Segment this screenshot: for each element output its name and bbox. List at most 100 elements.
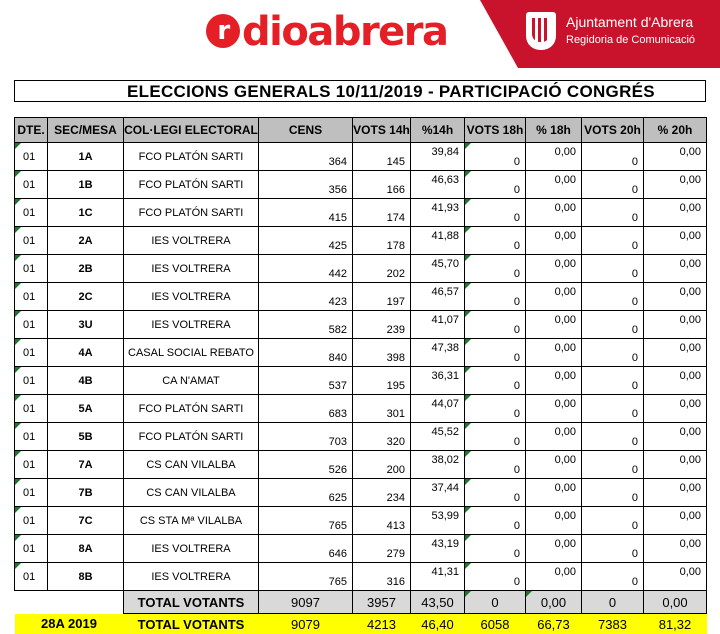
- cell-cens: 526: [259, 451, 353, 479]
- cell-cens: 364: [259, 143, 353, 171]
- cell-pct-20h: 0,00: [644, 367, 707, 395]
- cell-col-legi: FCO PLATÓN SARTI: [124, 199, 259, 227]
- total-row: TOTAL VOTANTS 9097 3957 43,50 0 0,00 0 0…: [15, 591, 707, 614]
- cell-vots-20h: 0: [582, 283, 644, 311]
- cell-dte: 01: [15, 367, 48, 395]
- cell-cens: 582: [259, 311, 353, 339]
- cell-vots-14h: 234: [353, 479, 411, 507]
- cell-vots-18h: 0: [465, 535, 526, 563]
- cell-pct-14h: 41,31: [411, 563, 465, 591]
- cell-vots-14h: 200: [353, 451, 411, 479]
- cell-sec-mesa: 2B: [48, 255, 124, 283]
- cell-vots-20h: 0: [582, 395, 644, 423]
- cell-pct-20h: 0,00: [644, 227, 707, 255]
- cell-cens: 765: [259, 563, 353, 591]
- cell-vots-18h: 0: [465, 227, 526, 255]
- total-vots-18h: 0: [465, 591, 526, 614]
- cell-sec-mesa: 1B: [48, 171, 124, 199]
- participation-table: DTE. SEC/MESA COL·LEGI ELECTORAL CENS VO…: [14, 117, 707, 634]
- cell-pct-20h: 0,00: [644, 339, 707, 367]
- cell-vots-14h: 145: [353, 143, 411, 171]
- cell-pct-18h: 0,00: [526, 423, 582, 451]
- cell-pct-14h: 41,88: [411, 227, 465, 255]
- cell-dte: 01: [15, 479, 48, 507]
- org-name: Ajuntament d'Abrera: [566, 14, 693, 30]
- col-header-col-legi: COL·LEGI ELECTORAL: [124, 118, 259, 143]
- cell-pct-14h: 41,07: [411, 311, 465, 339]
- cell-vots-20h: 0: [582, 535, 644, 563]
- cell-vots-14h: 320: [353, 423, 411, 451]
- cell-pct-18h: 0,00: [526, 535, 582, 563]
- cell-vots-20h: 0: [582, 423, 644, 451]
- cell-pct-14h: 44,07: [411, 395, 465, 423]
- cell-col-legi: IES VOLTRERA: [124, 283, 259, 311]
- cell-vots-18h: 0: [465, 395, 526, 423]
- cell-vots-18h: 0: [465, 507, 526, 535]
- cell-vots-14h: 166: [353, 171, 411, 199]
- coat-of-arms-icon: [526, 12, 556, 50]
- cell-pct-18h: 0,00: [526, 507, 582, 535]
- cell-dte: 01: [15, 171, 48, 199]
- cell-cens: 356: [259, 171, 353, 199]
- title-box: ELECCIONS GENERALS 10/11/2019 - PARTICIP…: [14, 80, 706, 102]
- cell-vots-14h: 301: [353, 395, 411, 423]
- cell-vots-20h: 0: [582, 507, 644, 535]
- cell-vots-18h: 0: [465, 255, 526, 283]
- cell-pct-20h: 0,00: [644, 199, 707, 227]
- cell-cens: 683: [259, 395, 353, 423]
- cell-pct-18h: 0,00: [526, 143, 582, 171]
- cell-col-legi: CS CAN VILALBA: [124, 451, 259, 479]
- cell-pct-18h: 0,00: [526, 199, 582, 227]
- logo-text: dioabrera: [242, 9, 448, 55]
- previous-cens: 9079: [259, 614, 353, 634]
- cell-sec-mesa: 4B: [48, 367, 124, 395]
- cell-pct-18h: 0,00: [526, 171, 582, 199]
- cell-cens: 425: [259, 227, 353, 255]
- cell-cens: 840: [259, 339, 353, 367]
- cell-col-legi: FCO PLATÓN SARTI: [124, 423, 259, 451]
- cell-vots-20h: 0: [582, 339, 644, 367]
- cell-dte: 01: [15, 311, 48, 339]
- cell-vots-14h: 316: [353, 563, 411, 591]
- cell-dte: 01: [15, 563, 48, 591]
- cell-dte: 01: [15, 451, 48, 479]
- col-header-dte: DTE.: [15, 118, 48, 143]
- cell-pct-18h: 0,00: [526, 395, 582, 423]
- cell-sec-mesa: 8B: [48, 563, 124, 591]
- cell-pct-20h: 0,00: [644, 507, 707, 535]
- cell-pct-14h: 46,63: [411, 171, 465, 199]
- cell-vots-20h: 0: [582, 171, 644, 199]
- cell-sec-mesa: 8A: [48, 535, 124, 563]
- cell-sec-mesa: 4A: [48, 339, 124, 367]
- cell-pct-14h: 46,57: [411, 283, 465, 311]
- cell-col-legi: IES VOLTRERA: [124, 535, 259, 563]
- cell-dte: 01: [15, 423, 48, 451]
- col-header-vots-20h: VOTS 20h: [582, 118, 644, 143]
- cell-pct-18h: 0,00: [526, 283, 582, 311]
- cell-vots-20h: 0: [582, 367, 644, 395]
- cell-dte: 01: [15, 199, 48, 227]
- ajuntament-panel: Ajuntament d'Abrera Regidoria de Comunic…: [480, 0, 720, 68]
- cell-vots-20h: 0: [582, 563, 644, 591]
- cell-vots-20h: 0: [582, 479, 644, 507]
- cell-vots-20h: 0: [582, 255, 644, 283]
- cell-dte: 01: [15, 507, 48, 535]
- cell-pct-20h: 0,00: [644, 451, 707, 479]
- cell-col-legi: CS STA Mª VILALBA: [124, 507, 259, 535]
- cell-vots-20h: 0: [582, 143, 644, 171]
- cell-pct-20h: 0,00: [644, 535, 707, 563]
- col-header-vots-14h: VOTS 14h: [353, 118, 411, 143]
- previous-vots-20h: 7383: [582, 614, 644, 634]
- cell-sec-mesa: 5A: [48, 395, 124, 423]
- cell-cens: 415: [259, 199, 353, 227]
- cell-vots-20h: 0: [582, 311, 644, 339]
- cell-col-legi: IES VOLTRERA: [124, 227, 259, 255]
